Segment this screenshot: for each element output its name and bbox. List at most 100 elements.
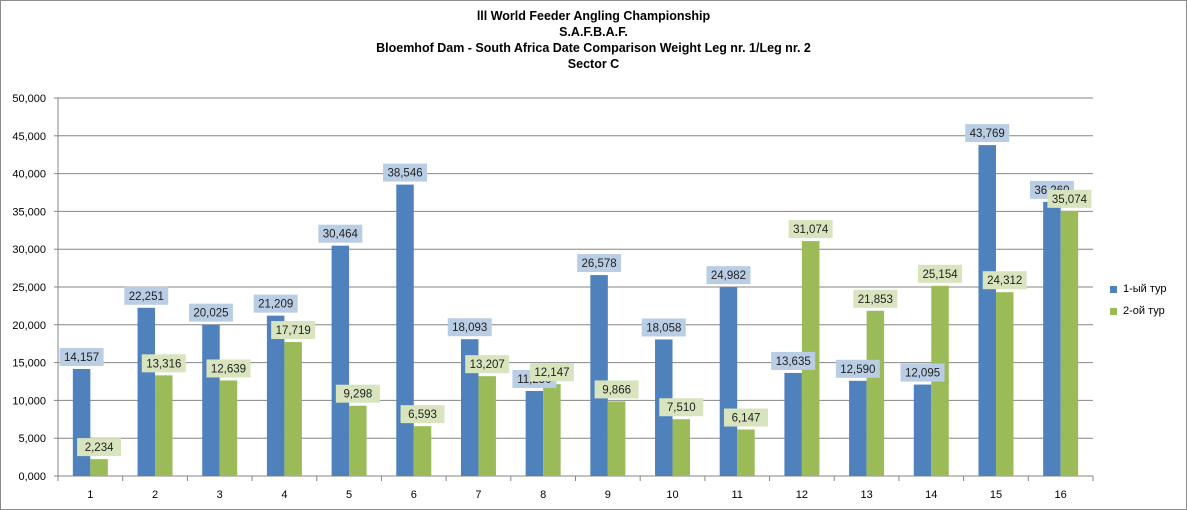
data-label-box: [400, 405, 445, 424]
bar-series-2: [478, 376, 496, 476]
bar-series-1: [978, 145, 996, 476]
y-tick-label: 40,000: [12, 169, 46, 181]
data-label: 31,074: [793, 224, 829, 236]
y-tick-label: 20,000: [12, 320, 46, 332]
bar-series-2: [607, 401, 626, 476]
data-label: 35,074: [1052, 194, 1088, 206]
x-tick-label: 6: [411, 489, 417, 501]
data-label-box: [529, 363, 574, 382]
data-label: 12,147: [534, 367, 569, 379]
bar-series-1: [784, 372, 802, 476]
bar-series-1: [72, 368, 91, 476]
y-tick-label: 0,000: [18, 471, 46, 483]
data-label-box: [853, 289, 898, 308]
bar-series-1: [396, 184, 414, 477]
bar-series-1: [1043, 201, 1061, 477]
x-tick-label: 16: [1055, 489, 1067, 501]
bar-series-1: [266, 315, 285, 476]
data-label-box: [900, 363, 945, 382]
bar-series-2: [1060, 210, 1079, 476]
data-label: 38,546: [387, 168, 422, 180]
data-label-box: [918, 264, 963, 283]
bar-series-1: [719, 287, 738, 476]
bar-series-2: [995, 292, 1014, 476]
y-tick-label: 35,000: [12, 206, 46, 218]
data-label: 25,154: [922, 269, 958, 281]
y-tick-label: 25,000: [12, 282, 46, 294]
legend-item-series-1: 1-ый тур: [1110, 278, 1167, 300]
data-label-box: [771, 351, 816, 370]
y-tick-label: 15,000: [12, 358, 46, 370]
x-tick-label: 3: [217, 489, 223, 501]
y-tick-label: 5,000: [18, 433, 46, 445]
data-label: 26,578: [582, 258, 617, 270]
data-label: 2,234: [85, 442, 114, 454]
data-label: 22,251: [129, 291, 164, 303]
data-label: 30,464: [323, 229, 359, 241]
data-label: 18,058: [646, 322, 681, 334]
y-tick-label: 10,000: [12, 395, 46, 407]
data-label-box: [788, 220, 833, 239]
data-label-box: [641, 318, 686, 337]
bar-series-1: [137, 307, 156, 476]
legend-swatch-series-2: [1110, 307, 1117, 315]
bar-series-1: [460, 339, 479, 476]
data-label-box: [465, 355, 510, 374]
x-tick-label: 11: [732, 489, 743, 501]
data-label-box: [659, 398, 704, 417]
data-label-box: [206, 359, 251, 378]
data-label: 21,209: [258, 299, 293, 311]
data-label: 13,316: [146, 358, 181, 370]
title-line-3: Bloemhof Dam - South Africa Date Compari…: [376, 41, 811, 55]
bar-series-2: [543, 384, 561, 476]
x-tick-label: 2: [152, 489, 158, 501]
data-label-box: [835, 359, 880, 378]
x-tick-label: 12: [796, 489, 808, 501]
x-tick-label: 8: [540, 489, 546, 501]
x-tick-label: 10: [666, 489, 678, 501]
y-tick-label: 50,000: [12, 93, 46, 105]
data-label: 18,093: [452, 322, 487, 334]
data-label-box: [594, 380, 639, 399]
legend-swatch-series-1: [1110, 285, 1117, 293]
data-label-box: [188, 303, 233, 322]
bar-series-2: [155, 375, 173, 476]
data-label: 43,769: [970, 128, 1005, 140]
data-label-box: [383, 163, 428, 182]
x-tick-label: 5: [346, 489, 352, 501]
y-tick-label: 30,000: [12, 244, 46, 256]
bar-series-1: [849, 380, 867, 476]
data-label: 24,982: [711, 270, 746, 282]
data-label: 21,853: [858, 294, 893, 306]
bar-series-2: [737, 429, 755, 476]
data-label: 9,298: [343, 389, 372, 401]
data-label-box: [706, 266, 751, 285]
data-label: 13,635: [776, 356, 811, 368]
bar-series-1: [202, 324, 220, 476]
data-label: 6,147: [732, 413, 761, 425]
bar-series-2: [672, 419, 691, 476]
bar-series-2: [90, 459, 108, 476]
data-label-box: [253, 294, 298, 313]
data-label: 12,590: [840, 364, 875, 376]
x-tick-label: 15: [990, 489, 1002, 501]
data-label-box: [965, 124, 1010, 143]
data-label-box: [577, 254, 622, 273]
legend: 1-ый тур 2-ой тур: [1110, 278, 1167, 322]
bar-series-2: [413, 426, 432, 476]
data-label: 14,157: [64, 352, 99, 364]
bar-series-2: [284, 342, 302, 476]
bar-series-2: [219, 380, 238, 476]
data-label: 20,025: [193, 308, 228, 320]
data-label: 7,510: [667, 402, 696, 414]
data-label-box: [271, 321, 316, 340]
y-tick-label: 45,000: [12, 131, 46, 143]
data-label-box: [59, 347, 104, 366]
bar-series-2: [349, 405, 367, 476]
x-tick-label: 14: [925, 489, 937, 501]
data-label-box: [77, 438, 122, 457]
data-label: 13,207: [470, 359, 505, 371]
x-tick-label: 13: [860, 489, 872, 501]
bar-series-1: [913, 384, 932, 476]
